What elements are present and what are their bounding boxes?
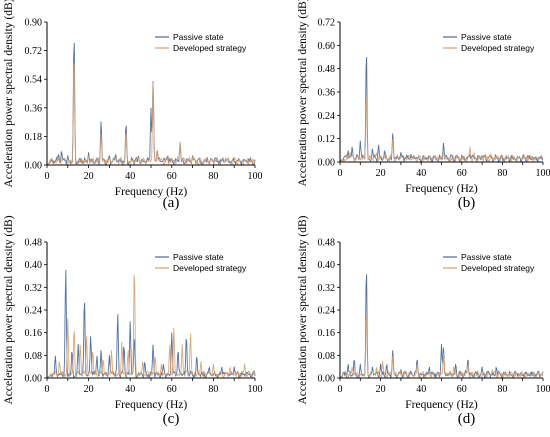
- panel-label: (c): [163, 411, 180, 427]
- y-tick-label: 0.00: [25, 161, 43, 172]
- x-axis-label: Frequency (Hz): [115, 186, 188, 198]
- series-line-passive-state: [339, 56, 544, 164]
- x-tick-label: 20: [84, 384, 94, 395]
- x-tick-label: 100: [536, 384, 550, 395]
- x-tick-label: 40: [416, 168, 426, 179]
- y-tick-label: 0.60: [318, 41, 336, 52]
- x-axis-label: Frequency (Hz): [115, 399, 188, 411]
- x-tick-label: 60: [457, 168, 467, 179]
- y-tick-label: 0.24: [25, 306, 43, 317]
- series-line-passive-state: [46, 269, 256, 380]
- legend-label: Developed strategy: [173, 263, 247, 273]
- x-tick-label: 20: [376, 168, 386, 179]
- x-tick-label: 40: [125, 384, 135, 395]
- chart-panel-3: 0 20 40 60 80 100 0.00 0.08 0.16 0.24 0.32 0.40 0.48…: [3, 215, 263, 427]
- x-tick-label: 0: [45, 384, 50, 395]
- x-tick-label: 100: [536, 168, 550, 179]
- legend-label: Passive state: [173, 252, 224, 262]
- x-tick-label: 40: [125, 171, 135, 182]
- y-tick-label: 0.00: [318, 374, 336, 385]
- y-axis-label: Acceleration power spectral density (dB): [3, 215, 15, 404]
- legend-label: Passive state: [461, 32, 512, 42]
- y-axis-label: Acceleration power spectral density (dB): [3, 0, 15, 188]
- legend-label: Developed strategy: [173, 43, 247, 53]
- x-tick-label: 80: [208, 384, 218, 395]
- x-tick-label: 80: [497, 168, 507, 179]
- legend-label: Passive state: [461, 252, 512, 262]
- y-tick-label: 0.36: [318, 88, 336, 99]
- x-tick-label: 60: [167, 171, 177, 182]
- y-tick-label: 0.00: [25, 374, 43, 385]
- y-tick-label: 0.16: [318, 328, 336, 339]
- y-tick-label: 0.90: [25, 18, 43, 29]
- y-tick-label: 0.32: [318, 283, 336, 294]
- y-tick-label: 0.24: [318, 306, 336, 317]
- y-axis-label: Acceleration power spectral density (dB): [297, 0, 309, 187]
- y-tick-label: 0.36: [25, 103, 43, 114]
- x-tick-label: 0: [338, 384, 343, 395]
- panel-label: (d): [458, 411, 476, 427]
- y-tick-label: 0.00: [318, 158, 336, 169]
- panel-label: (b): [458, 195, 476, 211]
- y-axis-label: Acceleration power spectral density (dB): [297, 215, 309, 404]
- series-line-developed-strategy: [46, 63, 256, 166]
- x-tick-label: 0: [338, 168, 343, 179]
- y-tick-label: 0.48: [25, 238, 43, 249]
- panel-label: (a): [163, 195, 180, 211]
- y-tick-label: 0.48: [318, 64, 336, 75]
- legend-label: Passive state: [173, 32, 224, 42]
- x-tick-label: 20: [376, 384, 386, 395]
- y-tick-label: 0.54: [25, 75, 43, 86]
- x-tick-label: 100: [248, 171, 263, 182]
- y-tick-label: 0.48: [318, 238, 336, 249]
- x-tick-label: 20: [84, 171, 94, 182]
- y-tick-label: 0.24: [318, 111, 336, 122]
- x-tick-label: 60: [457, 384, 467, 395]
- y-tick-label: 0.16: [25, 328, 43, 339]
- x-axis-label: Frequency (Hz): [405, 399, 478, 411]
- y-tick-label: 0.72: [25, 46, 43, 57]
- x-tick-label: 40: [416, 384, 426, 395]
- x-tick-label: 60: [167, 384, 177, 395]
- x-tick-label: 100: [248, 384, 263, 395]
- y-tick-label: 0.40: [25, 260, 43, 271]
- series-line-passive-state: [339, 274, 544, 380]
- series-line-developed-strategy: [46, 274, 256, 379]
- y-tick-label: 0.18: [25, 132, 43, 143]
- series-line-developed-strategy: [339, 97, 544, 163]
- x-tick-label: 80: [208, 171, 218, 182]
- x-tick-label: 0: [45, 171, 50, 182]
- chart-panel-1: 0 20 40 60 80 100 0.00 0.18 0.36 0.54 0.72 0.90 Freq…: [3, 0, 263, 211]
- series-line-passive-state: [46, 42, 256, 167]
- legend-label: Developed strategy: [461, 43, 535, 53]
- chart-panel-4: 0 20 40 60 80 100 0.00 0.08 0.16 0.24 0.32 0.40 0.48…: [297, 215, 550, 427]
- x-axis-label: Frequency (Hz): [405, 183, 478, 195]
- y-tick-label: 0.72: [318, 18, 336, 29]
- chart-panel-2: 0 20 40 60 80 100 0.00 0.12 0.24 0.36 0.48 0.60 0.72…: [297, 0, 550, 211]
- y-tick-label: 0.32: [25, 283, 43, 294]
- y-tick-label: 0.40: [318, 260, 336, 271]
- series-line-developed-strategy: [339, 315, 544, 380]
- y-tick-label: 0.08: [25, 351, 43, 362]
- x-tick-label: 80: [497, 384, 507, 395]
- y-tick-label: 0.08: [318, 351, 336, 362]
- y-tick-label: 0.12: [318, 134, 336, 145]
- legend-label: Developed strategy: [461, 263, 535, 273]
